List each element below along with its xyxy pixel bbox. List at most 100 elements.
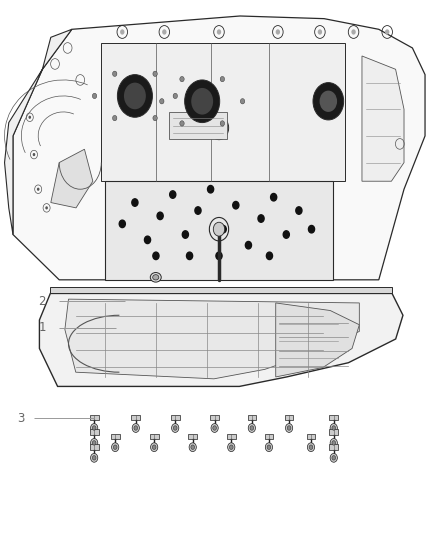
Circle shape [173,426,177,430]
Circle shape [351,29,356,35]
Circle shape [37,188,39,191]
Polygon shape [362,56,404,181]
Circle shape [283,231,290,238]
Circle shape [296,207,302,214]
Circle shape [173,93,177,99]
Polygon shape [169,112,227,139]
FancyBboxPatch shape [227,434,236,439]
Polygon shape [106,181,332,280]
Polygon shape [50,287,392,294]
Circle shape [153,116,157,121]
Circle shape [258,215,264,222]
Circle shape [213,426,216,430]
Circle shape [92,441,96,445]
Circle shape [318,29,322,35]
Circle shape [217,29,221,35]
Polygon shape [65,299,359,379]
FancyBboxPatch shape [285,415,293,420]
Circle shape [195,207,201,214]
Circle shape [286,424,293,432]
Circle shape [152,445,156,449]
FancyBboxPatch shape [329,445,338,450]
Circle shape [33,153,35,156]
Text: 2: 2 [39,295,46,308]
Circle shape [119,220,125,228]
Polygon shape [51,149,93,208]
Text: 3: 3 [17,412,24,425]
Circle shape [191,445,194,449]
Circle shape [276,29,280,35]
Circle shape [248,424,255,432]
Circle shape [213,222,225,236]
Circle shape [240,99,245,104]
FancyBboxPatch shape [90,445,99,450]
Ellipse shape [150,272,161,282]
Circle shape [309,445,313,449]
Circle shape [308,225,314,233]
Circle shape [233,201,239,209]
Circle shape [216,252,222,260]
Circle shape [120,29,124,35]
Circle shape [385,29,389,35]
Circle shape [287,426,291,430]
Circle shape [145,236,151,244]
Circle shape [250,426,254,430]
Circle shape [132,424,139,432]
Polygon shape [4,29,72,235]
Circle shape [172,424,179,432]
Circle shape [91,424,98,432]
Circle shape [117,75,152,117]
Circle shape [28,116,31,119]
Circle shape [265,443,272,451]
Circle shape [92,93,97,99]
Text: 1: 1 [39,321,46,334]
Circle shape [313,83,344,120]
Circle shape [214,122,224,134]
Circle shape [92,456,96,460]
Circle shape [112,443,119,451]
Circle shape [162,29,166,35]
Circle shape [330,424,337,432]
Circle shape [185,80,220,123]
Circle shape [208,185,214,193]
Circle shape [182,231,188,238]
Circle shape [113,116,117,121]
Circle shape [271,193,277,201]
Circle shape [124,83,146,109]
Circle shape [151,443,158,451]
Polygon shape [39,294,403,386]
Circle shape [159,99,164,104]
Circle shape [113,71,117,76]
Circle shape [191,88,213,115]
Circle shape [220,121,225,126]
Circle shape [330,454,337,462]
Circle shape [91,439,98,447]
Circle shape [134,426,138,430]
FancyBboxPatch shape [307,434,315,439]
FancyBboxPatch shape [150,434,159,439]
FancyBboxPatch shape [265,434,273,439]
Circle shape [170,191,176,198]
Circle shape [187,252,193,260]
Circle shape [307,443,314,451]
Circle shape [45,206,48,209]
FancyBboxPatch shape [131,415,140,420]
Polygon shape [276,303,359,377]
FancyBboxPatch shape [171,415,180,420]
FancyBboxPatch shape [329,415,338,420]
Circle shape [180,76,184,82]
Circle shape [113,445,117,449]
Circle shape [267,445,271,449]
Ellipse shape [153,274,159,280]
FancyBboxPatch shape [329,430,338,435]
Circle shape [189,443,196,451]
Circle shape [153,71,157,76]
FancyBboxPatch shape [210,415,219,420]
FancyBboxPatch shape [90,415,99,420]
Circle shape [153,252,159,260]
FancyBboxPatch shape [188,434,197,439]
Circle shape [157,212,163,220]
Circle shape [332,456,336,460]
Circle shape [132,199,138,206]
Circle shape [230,445,233,449]
